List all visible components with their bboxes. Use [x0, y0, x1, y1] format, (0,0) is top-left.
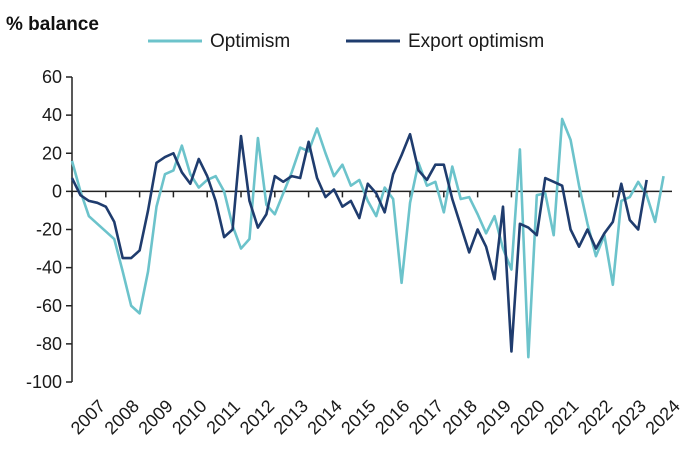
x-tick-label: 2015 [337, 396, 379, 438]
y-tick-label: 60 [42, 67, 62, 87]
y-tick-label: 40 [42, 105, 62, 125]
series-layer [70, 117, 665, 359]
x-tick-label: 2013 [270, 396, 312, 438]
y-tick-label: -80 [36, 334, 62, 354]
x-tick-label: 2014 [303, 396, 345, 438]
x-tick-label: 2012 [236, 396, 278, 438]
x-tick-label: 2007 [67, 396, 109, 438]
series-line-export-optimism [70, 132, 648, 353]
x-tick-label: 2017 [405, 396, 447, 438]
x-tick-label: 2019 [472, 396, 514, 438]
x-tick-label: 2016 [371, 396, 413, 438]
x-axis: 2007200820092010201120122013201420152016… [67, 191, 684, 438]
x-tick-label: 2010 [168, 396, 210, 438]
x-tick-label: 2024 [641, 396, 683, 438]
legend-label-export-optimism: Export optimism [408, 31, 544, 52]
x-tick-label: 2022 [574, 396, 616, 438]
x-tick-label: 2021 [540, 396, 582, 438]
x-tick-label: 2018 [439, 396, 481, 438]
y-axis: 60 40 20 0 -20 -40 -60 -80 -100 [26, 67, 72, 392]
series-line-optimism [70, 117, 665, 359]
legend: Optimism Export optimism [148, 31, 544, 52]
y-tick-label: -20 [36, 220, 62, 240]
legend-label-optimism: Optimism [210, 31, 290, 52]
y-tick-label: -40 [36, 258, 62, 278]
x-tick-label: 2020 [506, 396, 548, 438]
y-axis-label: % balance [6, 14, 99, 35]
y-tick-label: 20 [42, 143, 62, 163]
x-tick-label: 2009 [134, 396, 176, 438]
y-tick-label: -60 [36, 296, 62, 316]
y-tick-label: 0 [52, 181, 62, 201]
x-tick-label: 2008 [101, 396, 143, 438]
x-tick-label: 2023 [608, 396, 650, 438]
x-tick-label: 2011 [202, 396, 244, 438]
y-tick-label: -100 [26, 372, 62, 392]
